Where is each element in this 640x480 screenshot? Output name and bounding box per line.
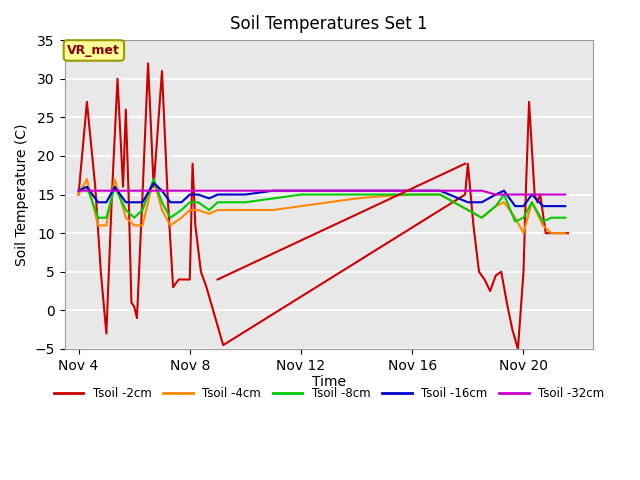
X-axis label: Time: Time bbox=[312, 375, 346, 389]
Text: VR_met: VR_met bbox=[67, 44, 120, 57]
Title: Soil Temperatures Set 1: Soil Temperatures Set 1 bbox=[230, 15, 428, 33]
Legend: Tsoil -2cm, Tsoil -4cm, Tsoil -8cm, Tsoil -16cm, Tsoil -32cm: Tsoil -2cm, Tsoil -4cm, Tsoil -8cm, Tsoi… bbox=[49, 383, 609, 405]
Y-axis label: Soil Temperature (C): Soil Temperature (C) bbox=[15, 123, 29, 266]
